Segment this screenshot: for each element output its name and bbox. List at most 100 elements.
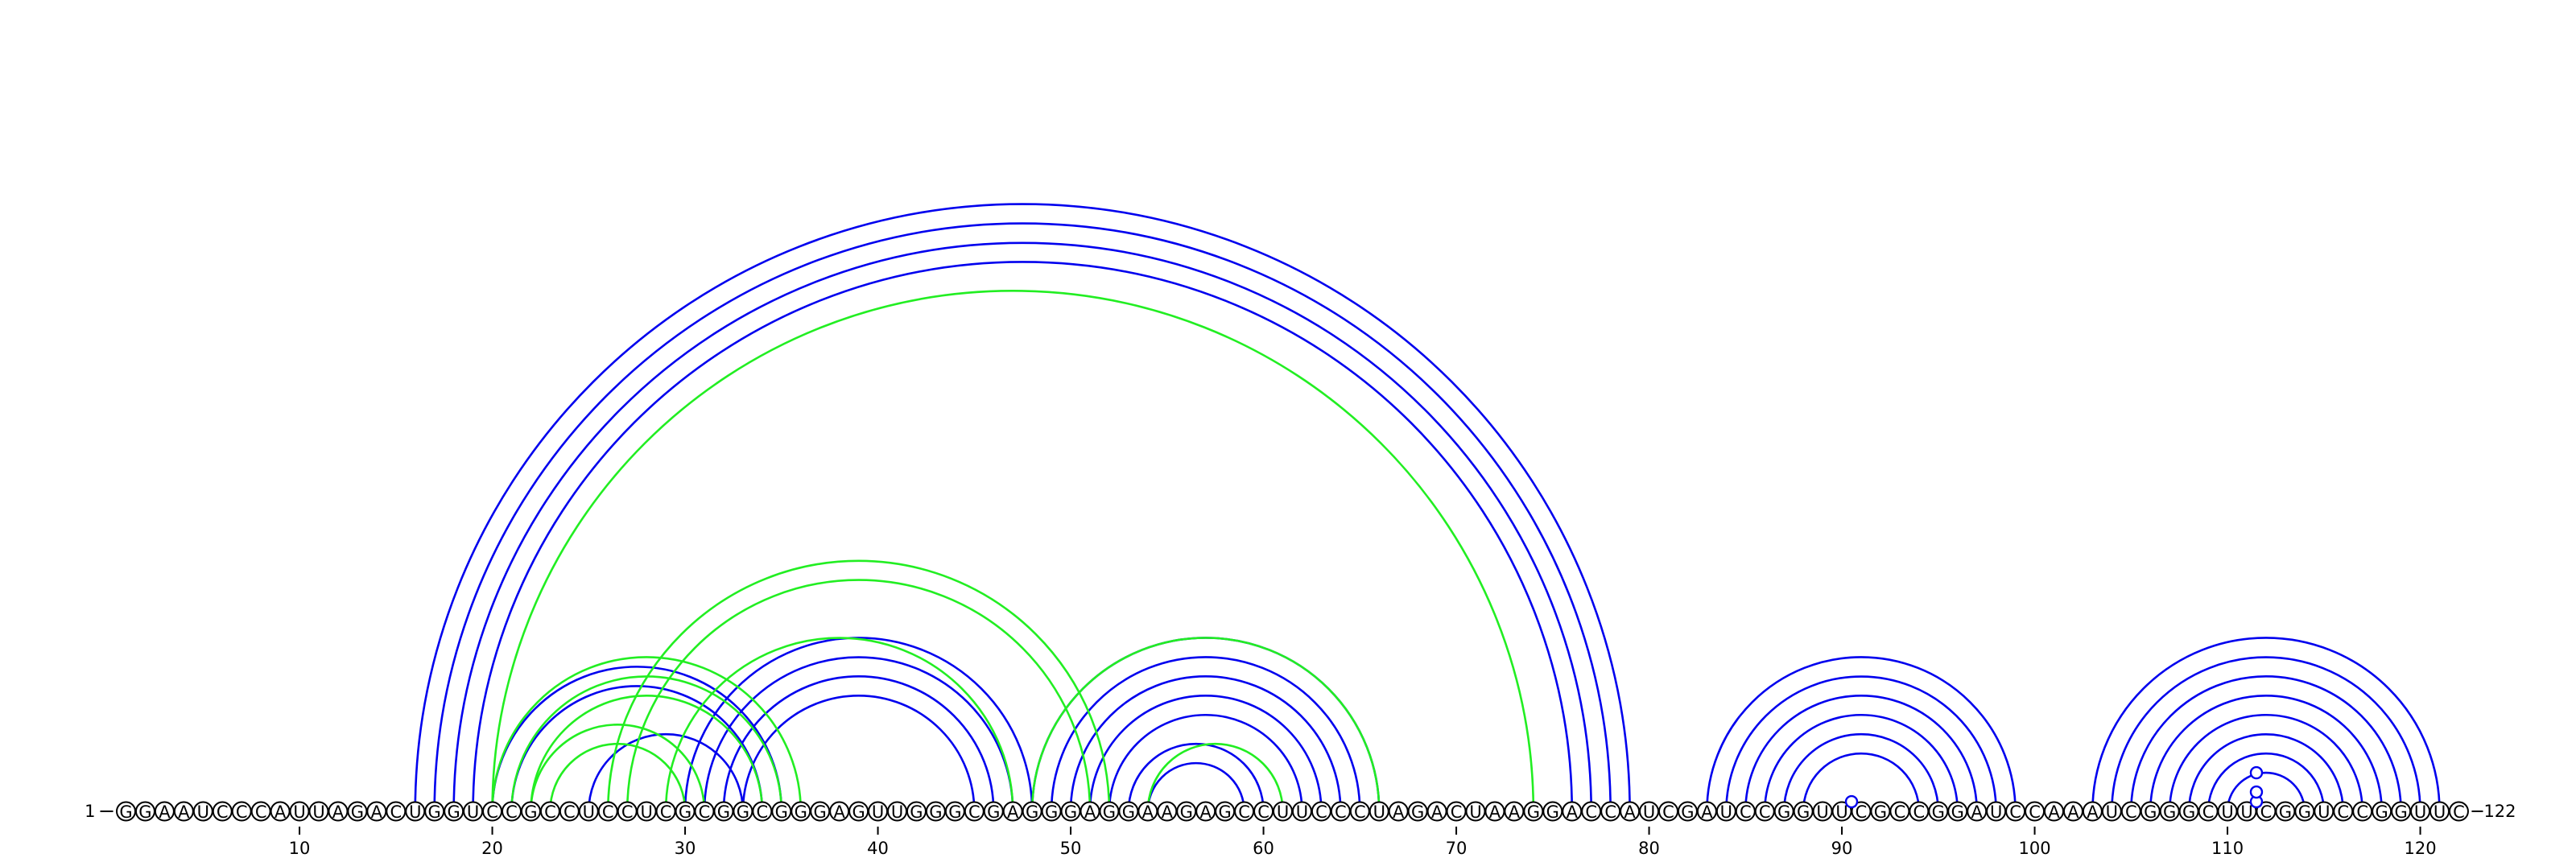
- nucleotide-3: A: [155, 802, 174, 823]
- nucleotide-35: G: [772, 802, 791, 823]
- nucleotide-letter: G: [1045, 802, 1058, 822]
- nucleotide-48: G: [1023, 802, 1042, 823]
- tick-30: 30: [675, 827, 696, 858]
- base-pair-arcs: [415, 204, 2440, 811]
- nucleotide-98: U: [1987, 802, 2005, 823]
- nucleotide-letter: G: [1180, 802, 1193, 822]
- nucleotide-letter: C: [1604, 802, 1616, 822]
- nucleotide-100: C: [2025, 802, 2044, 823]
- nucleotide-letter: C: [255, 802, 267, 822]
- nucleotide-letter: C: [2009, 802, 2021, 822]
- arc-blue-18-77: [454, 243, 1591, 811]
- nucleotide-letter: G: [1064, 802, 1077, 822]
- nucleotide-44: G: [946, 802, 964, 823]
- nucleotide-47: A: [1004, 802, 1022, 823]
- tick-10: 10: [289, 827, 311, 858]
- nucleotide-11: U: [310, 802, 328, 823]
- tick-110: 110: [2211, 827, 2244, 858]
- nucleotide-letter: U: [1990, 802, 2002, 822]
- nucleotide-34: C: [753, 802, 771, 823]
- nucleotide-24: C: [560, 802, 579, 823]
- nucleotide-86: C: [1756, 802, 1774, 823]
- nucleotide-49: G: [1042, 802, 1061, 823]
- nucleotide-letter: G: [119, 802, 132, 822]
- arc-blue-31-47: [704, 658, 1013, 811]
- nucleotide-letter: U: [467, 802, 479, 822]
- tick-label: 100: [2019, 839, 2051, 858]
- nucleotide-letter: U: [1720, 802, 1732, 822]
- nucleotide-41: U: [888, 802, 906, 823]
- nucleotide-113: G: [2276, 802, 2294, 823]
- nucleotide-36: G: [791, 802, 810, 823]
- nucleotide-32: G: [714, 802, 733, 823]
- nucleotide-letter: C: [1894, 802, 1906, 822]
- nucleotide-31: C: [696, 802, 714, 823]
- nucleotide-50: G: [1062, 802, 1080, 823]
- tick-label: 30: [675, 839, 696, 858]
- nucleotide-letter: C: [1856, 802, 1868, 822]
- tick-label: 60: [1253, 839, 1274, 858]
- tick-label: 50: [1060, 839, 1082, 858]
- nucleotide-69: A: [1428, 802, 1447, 823]
- tick-40: 40: [867, 827, 889, 858]
- nucleotide-105: C: [2122, 802, 2140, 823]
- nucleotide-84: U: [1717, 802, 1736, 823]
- nucleotide-103: A: [2083, 802, 2102, 823]
- nucleotide-letter: C: [1335, 802, 1347, 822]
- nucleotide-77: C: [1582, 802, 1600, 823]
- nucleotide-letter: U: [2106, 802, 2118, 822]
- nucleotide-8: C: [252, 802, 270, 823]
- nucleotide-letter: C: [1315, 802, 1327, 822]
- nucleotide-37: G: [811, 802, 829, 823]
- arc-blue-86-96: [1765, 715, 1958, 811]
- nucleotide-letter: G: [910, 802, 923, 822]
- nucleotide-letter: U: [2414, 802, 2426, 822]
- tick-label: 70: [1446, 839, 1468, 858]
- nucleotide-letter: G: [929, 802, 942, 822]
- nucleotide-73: A: [1505, 802, 1523, 823]
- nucleotide-56: G: [1177, 802, 1195, 823]
- nucleotide-18: G: [444, 802, 463, 823]
- nucleotide-95: G: [1929, 802, 1947, 823]
- nucleotide-letter: G: [2144, 802, 2157, 822]
- nucleotide-52: G: [1100, 802, 1118, 823]
- nucleotide-letter: G: [1411, 802, 1424, 822]
- nucleotide-122: C: [2450, 802, 2468, 823]
- nucleotide-letter: C: [2453, 802, 2465, 822]
- nucleotide-letter: G: [1122, 802, 1135, 822]
- nucleotide-letter: C: [1238, 802, 1250, 822]
- nucleotide-letter: A: [1162, 802, 1174, 822]
- nucleotide-letter: C: [1759, 802, 1771, 822]
- nucleotide-letter: A: [1084, 802, 1096, 822]
- nucleotide-102: A: [2064, 802, 2083, 823]
- nucleotide-letter: U: [293, 802, 305, 822]
- tick-120: 120: [2405, 827, 2437, 858]
- nucleotide-15: C: [386, 802, 405, 823]
- nucleotide-89: U: [1814, 802, 1832, 823]
- nucleotide-letter: A: [833, 802, 845, 822]
- nucleotide-letter: C: [699, 802, 711, 822]
- nucleotide-letter: A: [275, 802, 287, 822]
- nucleotide-letter: A: [1393, 802, 1405, 822]
- nucleotide-letter: U: [1277, 802, 1289, 822]
- nucleotide-letter: A: [1567, 802, 1579, 822]
- tick-100: 100: [2019, 827, 2051, 858]
- nucleotide-letter: G: [2394, 802, 2407, 822]
- tick-90: 90: [1831, 827, 1853, 858]
- arc-blue-33-45: [743, 695, 974, 811]
- nucleotide-64: C: [1331, 802, 1350, 823]
- sequence-start-label: 1: [85, 802, 95, 821]
- nucleotide-letter: C: [2337, 802, 2349, 822]
- nucleotide-letter: C: [2356, 802, 2368, 822]
- nucleotide-letter: A: [1007, 802, 1019, 822]
- nucleotide-letter: A: [1509, 802, 1521, 822]
- nucleotide-letter: U: [640, 802, 652, 822]
- nucleotide-33: G: [733, 802, 752, 823]
- nucleotide-108: G: [2180, 802, 2198, 823]
- tick-60: 60: [1253, 827, 1274, 858]
- nucleotide-57: A: [1196, 802, 1215, 823]
- tick-label: 110: [2211, 839, 2244, 858]
- nucleotide-79: A: [1620, 802, 1639, 823]
- nucleotide-55: A: [1158, 802, 1176, 823]
- arc-green-48-66: [1032, 637, 1379, 811]
